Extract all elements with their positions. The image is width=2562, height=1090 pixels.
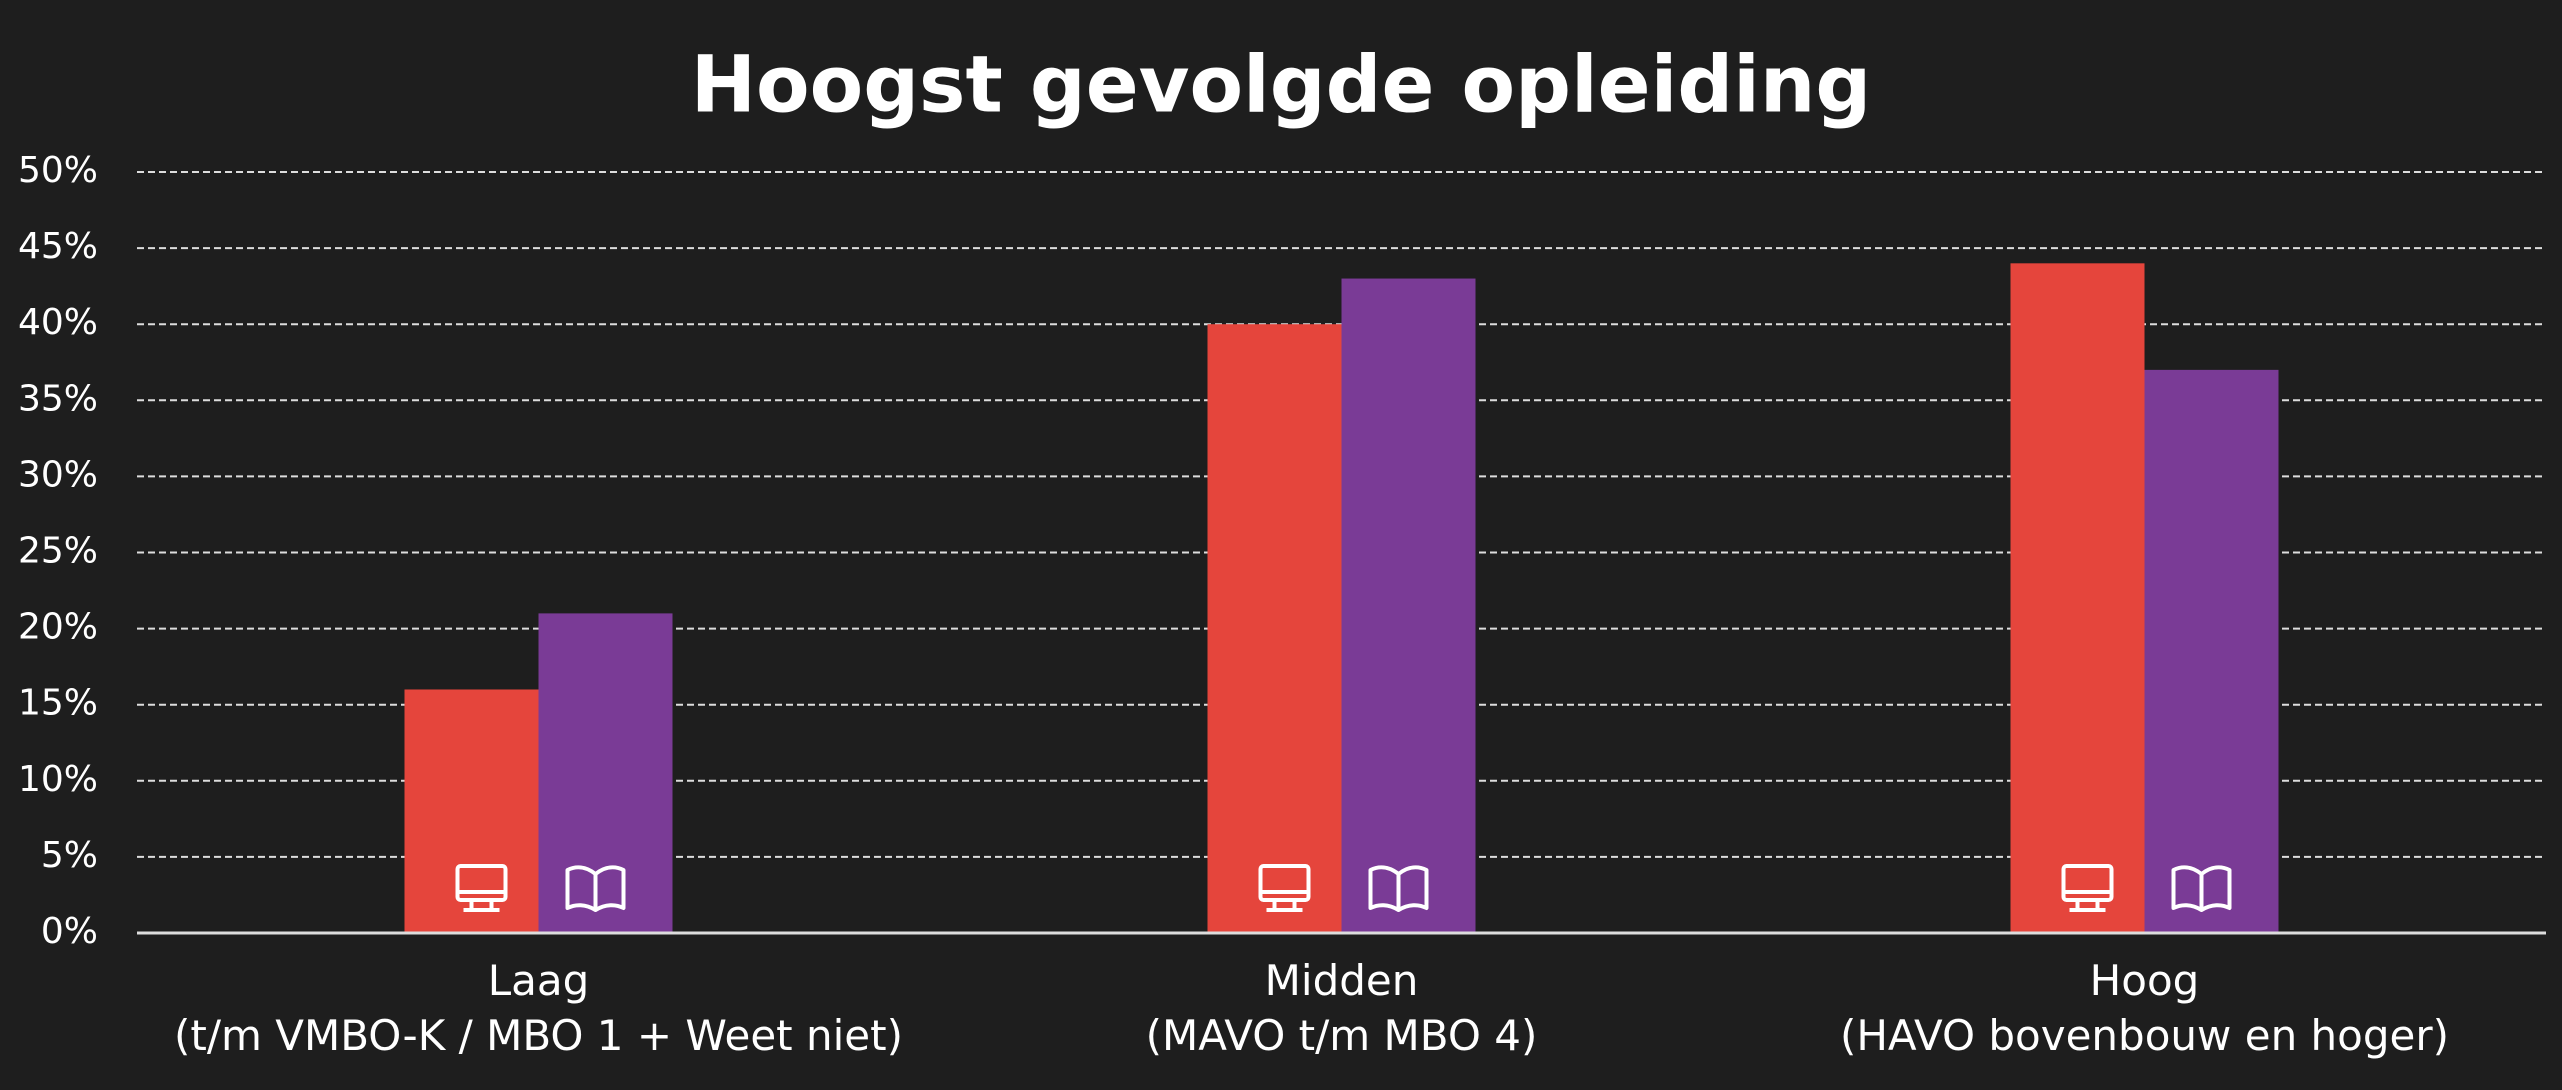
y-tick-label: 10%	[18, 759, 98, 800]
x-tick-label: Laag (t/m VMBO-K / MBO 1 + Weet niet)	[174, 956, 903, 1060]
book-icon	[1368, 865, 1429, 912]
bar	[1341, 278, 1476, 933]
y-tick-label: 30%	[18, 454, 98, 495]
y-tick-label: 50%	[18, 150, 98, 191]
book-icon	[565, 865, 626, 912]
bar	[538, 613, 673, 933]
bar	[1207, 324, 1342, 933]
x-tick-label: Midden (MAVO t/m MBO 4)	[1145, 956, 1538, 1060]
bar	[2010, 263, 2145, 933]
y-tick-label: 45%	[18, 226, 98, 267]
bar	[2144, 369, 2279, 933]
y-tick-label: 0%	[41, 911, 98, 952]
y-tick-label: 5%	[41, 835, 98, 876]
book-icon	[2171, 865, 2232, 912]
monitor-screen	[1258, 864, 1311, 902]
monitor-icon	[455, 864, 508, 912]
monitor-screen	[2061, 864, 2114, 902]
y-tick-label: 35%	[18, 378, 98, 419]
book-shape	[565, 865, 626, 912]
bar	[404, 689, 539, 933]
book-shape	[2171, 865, 2232, 912]
y-tick-label: 25%	[18, 531, 98, 572]
monitor-screen	[455, 864, 508, 902]
y-tick-label: 15%	[18, 683, 98, 724]
monitor-icon	[2061, 864, 2114, 912]
y-tick-label: 20%	[18, 607, 98, 648]
y-tick-label: 40%	[18, 302, 98, 343]
x-tick-label: Hoog (HAVO bovenbouw en hoger)	[1839, 956, 2450, 1060]
monitor-icon	[1258, 864, 1311, 912]
book-shape	[1368, 865, 1429, 912]
chart-title: Hoogst gevolgde opleiding	[691, 40, 1872, 130]
